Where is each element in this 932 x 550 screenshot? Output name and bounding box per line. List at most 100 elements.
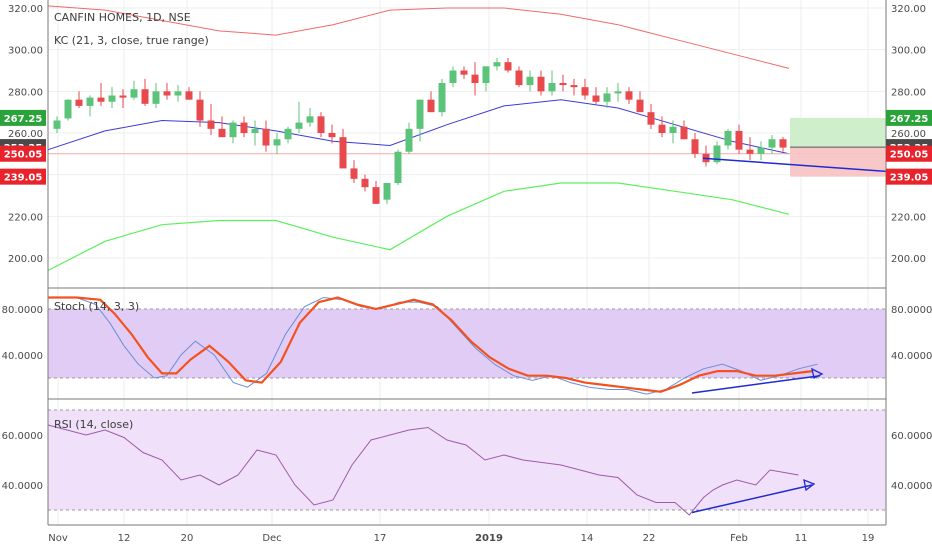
candle-body [658, 124, 666, 133]
y-tick-label-left: 200.00 [8, 254, 43, 265]
x-tick-label: 14 [581, 533, 594, 544]
target-zone [790, 117, 886, 148]
rsi-y-label-left: 40.0000 [2, 481, 43, 492]
candle-body [460, 70, 468, 75]
stoch-d-line [48, 296, 813, 393]
candle-body [163, 91, 171, 96]
y-tick-label-left: 260.00 [8, 129, 43, 140]
candle-body [273, 139, 281, 146]
stoch-indicator-label: Stoch (14, 3, 3) [54, 300, 139, 313]
candle-body [592, 95, 600, 102]
y-tick-label-right: 200.00 [891, 254, 926, 265]
candle-body [416, 99, 424, 129]
candle-body [691, 139, 699, 154]
candle-body [328, 133, 336, 138]
candle-body [493, 62, 501, 67]
rsi-y-label-right: 60.0000 [891, 431, 932, 442]
rsi-pane[interactable] [47, 424, 816, 516]
x-tick-label: Feb [730, 533, 748, 544]
price-tag-left-text: 239.05 [4, 173, 43, 184]
candle-body [449, 70, 457, 83]
candle-body [361, 178, 369, 188]
y-tick-label-right: 260.00 [891, 129, 926, 140]
grid [48, 0, 886, 525]
candle-body [768, 139, 776, 148]
x-tick-label: Dec [262, 533, 281, 544]
price-tag-right [886, 168, 932, 185]
stoch-y-label-left: 80.0000 [2, 305, 43, 316]
candle-body [625, 91, 633, 100]
candle-body [130, 89, 138, 98]
candle-body [372, 187, 380, 204]
candle-body [295, 122, 303, 129]
y-tick-label-left: 220.00 [8, 212, 43, 223]
candle-body [581, 87, 589, 96]
price-tag-right [886, 109, 932, 126]
x-tick-label: 17 [374, 533, 387, 544]
candle-body [779, 139, 787, 148]
rsi-indicator-label: RSI (14, close) [54, 418, 133, 431]
stoch-k-line [48, 296, 818, 395]
y-tick-label-left: 280.00 [8, 87, 43, 98]
stoch-arrowhead [811, 367, 824, 379]
candle-body [680, 126, 688, 140]
price-tag-right [886, 145, 932, 162]
candle-body [262, 128, 270, 146]
price-tag-left-text: 267.25 [4, 114, 43, 125]
candle-body [471, 74, 479, 83]
candle-body [757, 147, 765, 154]
rsi-y-label-left: 60.0000 [2, 431, 43, 442]
candle-body [636, 99, 644, 113]
x-tick-label: 19 [862, 533, 875, 544]
price-pane[interactable] [47, 5, 887, 272]
candle-body [196, 99, 204, 121]
price-tag-left [0, 109, 46, 126]
y-tick-label-right: 320.00 [891, 4, 926, 15]
price-tag-right-text: 267.25 [890, 114, 929, 125]
y-tick-label-right: 280.00 [891, 87, 926, 98]
candle-body [537, 76, 545, 92]
stoch-pane[interactable] [48, 296, 824, 395]
indicator-bands [48, 308, 886, 511]
candle-body [174, 91, 182, 96]
candle-body [97, 97, 105, 102]
candle-body [119, 95, 127, 98]
x-tick-label: 12 [118, 533, 131, 544]
candle-body [306, 116, 314, 123]
stop-zone [790, 147, 886, 177]
stoch-y-label-right: 80.0000 [891, 305, 932, 316]
rsi-y-label-right: 40.0000 [891, 481, 932, 492]
candle-body [647, 112, 655, 125]
candle-body [713, 145, 721, 163]
stoch-divergence-arrow [691, 374, 821, 394]
candle-body [515, 70, 523, 86]
candle-body [218, 128, 226, 138]
x-tick-label: 20 [181, 533, 194, 544]
candle-body [394, 151, 402, 183]
candle-body [229, 122, 237, 138]
candle-body [317, 116, 325, 133]
kc-indicator-label: KC (21, 3, close, true range) [54, 34, 209, 47]
x-tick-label: 2019 [475, 533, 503, 544]
y-tick-label-right: 220.00 [891, 212, 926, 223]
candle-body [141, 89, 149, 104]
candle-body [64, 99, 72, 119]
candle-body [526, 76, 534, 86]
candle-body [482, 66, 490, 83]
candle-body [559, 83, 567, 86]
candle-body [669, 126, 677, 133]
x-tick-label: Nov [48, 533, 68, 544]
candle-body [251, 128, 259, 133]
candle-body [207, 120, 215, 129]
rsi-band [48, 410, 886, 510]
y-tick-label-right: 300.00 [891, 46, 926, 57]
y-tick-label-left: 320.00 [8, 4, 43, 15]
x-tick-label: 22 [643, 533, 656, 544]
stoch-y-label-left: 40.0000 [2, 351, 43, 362]
candle-body [75, 99, 83, 106]
candle-body [185, 91, 193, 100]
candle-body [548, 83, 556, 92]
candle-body [339, 137, 347, 169]
price-trendline [702, 157, 887, 173]
